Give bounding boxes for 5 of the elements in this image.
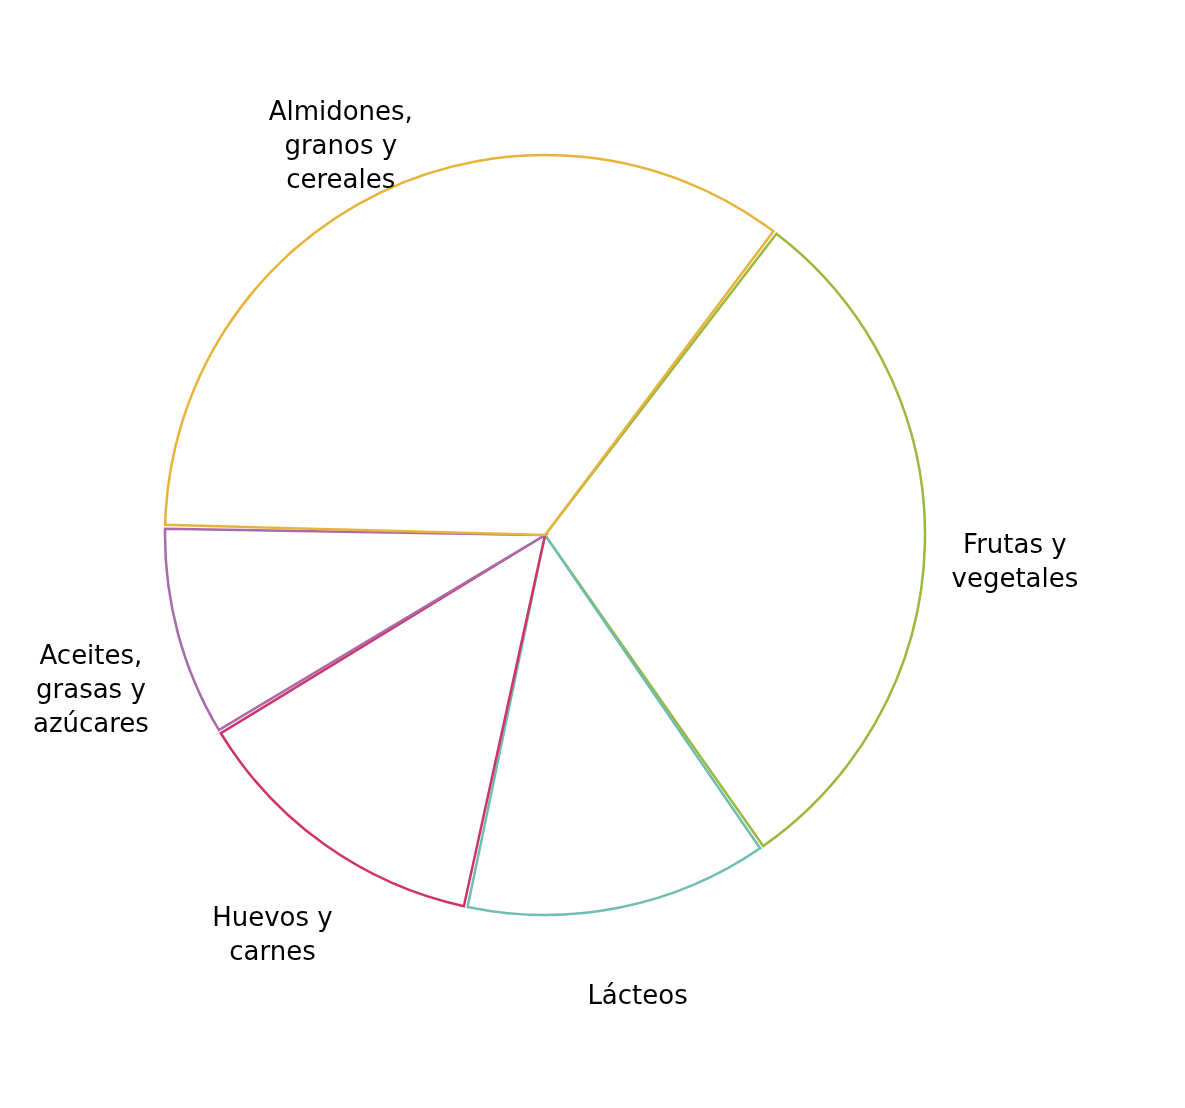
slice-label: Almidones, granos y cereales bbox=[268, 95, 413, 194]
slice-label: Aceites, grasas y azúcares bbox=[32, 640, 149, 739]
slice-label: Frutas y vegetales bbox=[951, 529, 1079, 594]
slice-label: Huevos y carnes bbox=[212, 901, 333, 966]
slice-label: Lácteos bbox=[587, 979, 688, 1010]
